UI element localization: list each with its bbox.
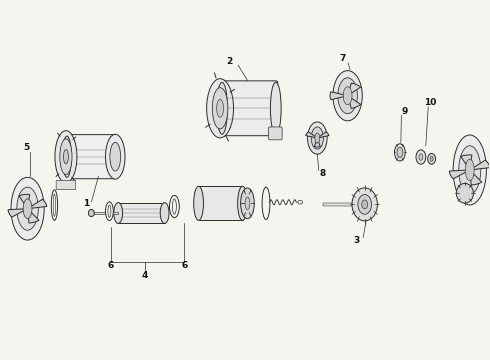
Ellipse shape (311, 127, 323, 149)
Ellipse shape (217, 82, 227, 134)
Text: 6: 6 (181, 261, 188, 270)
Ellipse shape (63, 136, 72, 177)
Text: 4: 4 (142, 270, 148, 279)
Ellipse shape (456, 183, 473, 203)
Ellipse shape (212, 87, 228, 129)
Ellipse shape (397, 147, 403, 157)
Ellipse shape (217, 99, 223, 117)
Wedge shape (347, 83, 361, 96)
Ellipse shape (11, 177, 44, 240)
FancyBboxPatch shape (65, 135, 115, 179)
Ellipse shape (17, 187, 38, 230)
Text: 2: 2 (226, 57, 232, 66)
Ellipse shape (466, 159, 474, 181)
Wedge shape (470, 170, 482, 185)
Ellipse shape (23, 199, 32, 219)
Wedge shape (315, 138, 320, 147)
Wedge shape (330, 92, 347, 100)
Ellipse shape (453, 135, 487, 205)
Ellipse shape (88, 210, 94, 217)
Bar (91, 212, 118, 214)
Text: 5: 5 (23, 143, 29, 152)
Ellipse shape (358, 194, 371, 214)
Text: 6: 6 (107, 261, 114, 270)
Ellipse shape (416, 150, 426, 164)
Text: 8: 8 (319, 170, 326, 179)
Ellipse shape (108, 205, 111, 217)
Ellipse shape (338, 78, 357, 114)
Ellipse shape (170, 195, 179, 218)
FancyBboxPatch shape (220, 81, 278, 136)
Ellipse shape (394, 144, 405, 161)
Wedge shape (27, 199, 47, 209)
Ellipse shape (262, 187, 270, 220)
Ellipse shape (315, 133, 320, 143)
Wedge shape (347, 96, 361, 108)
Ellipse shape (245, 197, 250, 210)
Bar (198, 186, 243, 220)
Text: 1: 1 (83, 199, 89, 208)
Ellipse shape (308, 122, 327, 154)
Ellipse shape (60, 139, 72, 175)
Text: 10: 10 (424, 98, 437, 107)
Wedge shape (19, 194, 29, 209)
Ellipse shape (270, 82, 281, 134)
FancyBboxPatch shape (269, 127, 282, 140)
Ellipse shape (419, 154, 423, 160)
Ellipse shape (428, 153, 436, 164)
Ellipse shape (114, 203, 122, 224)
Ellipse shape (238, 186, 247, 220)
Ellipse shape (109, 136, 118, 177)
Ellipse shape (105, 134, 125, 179)
Ellipse shape (430, 156, 433, 161)
Wedge shape (318, 132, 329, 138)
Wedge shape (449, 170, 470, 179)
Wedge shape (27, 209, 39, 223)
Ellipse shape (110, 142, 121, 171)
Wedge shape (8, 209, 27, 217)
Ellipse shape (207, 79, 234, 138)
Wedge shape (470, 160, 490, 170)
Ellipse shape (105, 202, 113, 221)
Ellipse shape (55, 131, 77, 183)
Ellipse shape (64, 149, 69, 164)
Bar (118, 203, 165, 224)
Ellipse shape (53, 194, 56, 216)
Text: 3: 3 (353, 236, 360, 245)
Ellipse shape (362, 200, 368, 209)
Text: 9: 9 (401, 107, 408, 116)
FancyBboxPatch shape (56, 180, 75, 190)
Ellipse shape (172, 199, 176, 214)
Ellipse shape (241, 188, 254, 219)
Ellipse shape (459, 146, 481, 194)
Ellipse shape (333, 71, 362, 121)
Wedge shape (461, 155, 472, 170)
Ellipse shape (194, 186, 203, 220)
Ellipse shape (352, 188, 377, 221)
Text: 7: 7 (340, 54, 346, 63)
Wedge shape (306, 132, 318, 138)
Bar (323, 203, 353, 206)
Ellipse shape (51, 190, 58, 220)
Ellipse shape (343, 87, 352, 105)
Circle shape (298, 201, 303, 204)
Ellipse shape (160, 203, 169, 224)
